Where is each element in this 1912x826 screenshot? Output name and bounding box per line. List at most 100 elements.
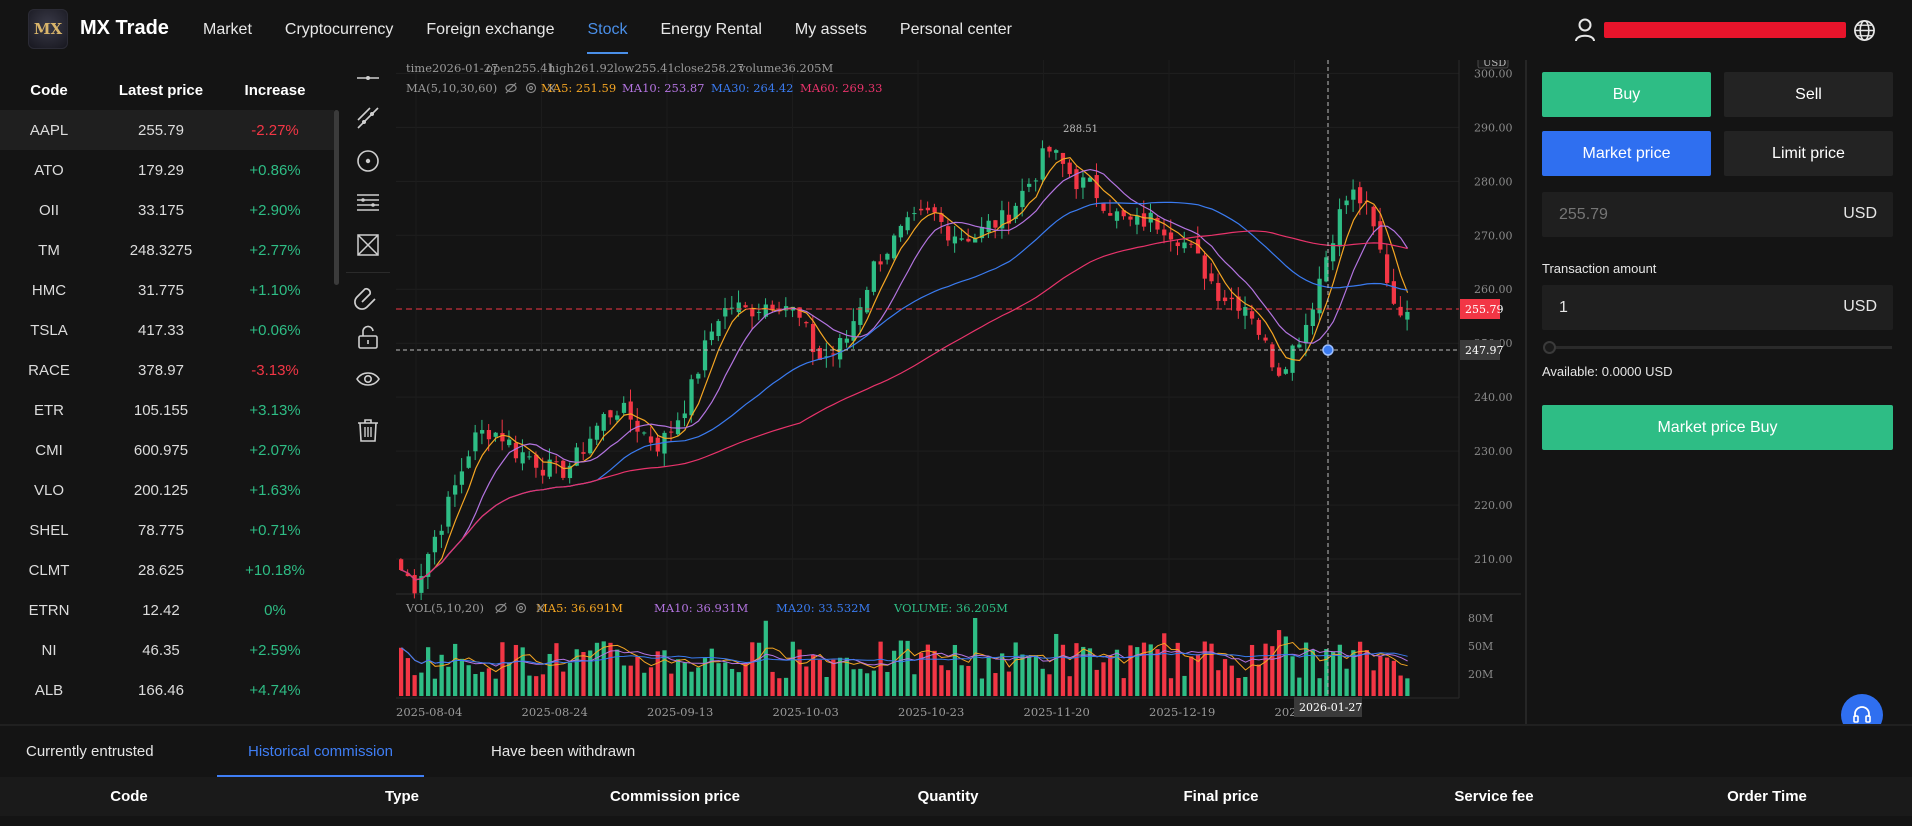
stock-row-alb[interactable]: ALB 166.46 +4.74% bbox=[0, 670, 338, 710]
stock-row-ni[interactable]: NI 46.35 +2.59% bbox=[0, 630, 338, 670]
stock-row-etrn[interactable]: ETRN 12.42 0% bbox=[0, 590, 338, 630]
rectangle-tool-icon[interactable] bbox=[354, 231, 382, 259]
candle-body bbox=[1276, 367, 1282, 376]
volume-bar bbox=[466, 665, 471, 696]
candle-body bbox=[419, 576, 424, 593]
ma5-value: MA5: 251.59 bbox=[541, 81, 616, 95]
y-tick-label: 240.00 bbox=[1474, 391, 1513, 404]
account-redacted[interactable] bbox=[1604, 22, 1846, 38]
ma-hide-icon[interactable] bbox=[505, 82, 517, 94]
stock-row-tm[interactable]: TM 248.3275 +2.77% bbox=[0, 230, 338, 270]
price-chart[interactable]: 210.00220.00230.00240.00250.00260.00270.… bbox=[396, 53, 1521, 724]
tab-have-been-withdrawn[interactable]: Have been withdrawn bbox=[491, 743, 636, 760]
tab-historical-commission[interactable]: Historical commission bbox=[217, 726, 424, 777]
ma-settings-icon[interactable] bbox=[525, 82, 537, 94]
amount-field: USD bbox=[1542, 285, 1893, 330]
nav-stock[interactable]: Stock bbox=[587, 0, 628, 60]
volume-bar bbox=[1108, 655, 1113, 696]
stock-row-vlo[interactable]: VLO 200.125 +1.63% bbox=[0, 470, 338, 510]
market-price-button[interactable]: Market price bbox=[1542, 131, 1711, 176]
candle-body bbox=[986, 220, 991, 232]
stock-list-scroll-thumb[interactable] bbox=[334, 110, 339, 285]
volume-bar bbox=[500, 642, 505, 696]
price-input[interactable] bbox=[1542, 192, 1822, 237]
user-icon[interactable] bbox=[1574, 18, 1596, 42]
candle-body bbox=[1189, 243, 1194, 245]
vol-close-icon[interactable] bbox=[536, 603, 545, 613]
stock-price: 105.155 bbox=[133, 401, 189, 419]
stock-row-clmt[interactable]: CLMT 28.625 +10.18% bbox=[0, 550, 338, 590]
nav-my-assets[interactable]: My assets bbox=[794, 21, 867, 38]
trend-line-tool-icon[interactable] bbox=[354, 104, 382, 132]
eye-icon[interactable] bbox=[354, 365, 382, 393]
magnet-icon[interactable] bbox=[354, 282, 382, 310]
vol-hide-icon[interactable] bbox=[495, 602, 507, 614]
nav-foreign-exchange[interactable]: Foreign exchange bbox=[426, 21, 555, 38]
volume-bar bbox=[1054, 633, 1059, 696]
candle-body bbox=[797, 307, 802, 318]
stock-code: TM bbox=[38, 241, 60, 259]
stock-increase: +0.86% bbox=[249, 161, 301, 179]
limit-price-button[interactable]: Limit price bbox=[1724, 131, 1893, 176]
stock-list-scrollbar[interactable] bbox=[334, 110, 339, 724]
ma-close-icon[interactable] bbox=[547, 83, 556, 93]
candle-body bbox=[642, 432, 647, 434]
amount-slider-track[interactable] bbox=[1549, 346, 1892, 349]
amount-slider-handle[interactable] bbox=[1543, 341, 1556, 354]
stock-price: 12.42 bbox=[142, 601, 180, 619]
candle-body bbox=[1006, 214, 1012, 224]
price-unit: USD bbox=[1843, 205, 1877, 222]
volume-bar bbox=[1087, 648, 1093, 696]
brand-name[interactable]: MX Trade bbox=[80, 17, 169, 39]
stock-row-enbn[interactable]: ENBN40.50-1.45% bbox=[0, 710, 338, 725]
volume-bar bbox=[1243, 676, 1248, 696]
volume-bar bbox=[1094, 669, 1099, 696]
stock-row-ato[interactable]: ATO 179.29 +0.86% bbox=[0, 150, 338, 190]
stock-row-tsla[interactable]: TSLA 417.33 +0.06% bbox=[0, 310, 338, 350]
candlestick-chart[interactable]: 210.00220.00230.00240.00250.00260.00270.… bbox=[396, 53, 1521, 724]
circle-tool-icon[interactable] bbox=[354, 147, 382, 175]
parallel-lines-tool-icon[interactable] bbox=[354, 189, 382, 217]
stock-row-hmc[interactable]: HMC 31.775 +1.10% bbox=[0, 270, 338, 310]
candle-body bbox=[736, 302, 741, 313]
ma30-value: MA30: 264.42 bbox=[711, 81, 793, 95]
volume-bar bbox=[1067, 676, 1072, 696]
globe-icon[interactable] bbox=[1853, 19, 1876, 42]
candle-body bbox=[1337, 209, 1342, 247]
stock-row-oii[interactable]: OII 33.175 +2.90% bbox=[0, 190, 338, 230]
candle-body bbox=[1033, 180, 1039, 182]
nav-cryptocurrency[interactable]: Cryptocurrency bbox=[284, 21, 394, 38]
candle-body bbox=[1094, 175, 1099, 199]
nav-energy-rental[interactable]: Energy Rental bbox=[660, 21, 762, 38]
volume-bar bbox=[554, 643, 559, 696]
candle-body bbox=[473, 432, 478, 452]
stock-price: 200.125 bbox=[133, 481, 189, 499]
market-price-buy-button[interactable]: Market price Buy bbox=[1542, 405, 1893, 450]
stock-row-aapl[interactable]: AAPL 255.79 -2.27% bbox=[0, 110, 338, 150]
trash-icon[interactable] bbox=[354, 416, 382, 444]
volume-bar bbox=[1351, 650, 1356, 696]
nav-market[interactable]: Market bbox=[203, 21, 252, 38]
volume-bar bbox=[453, 643, 458, 696]
sell-tab-button[interactable]: Sell bbox=[1724, 72, 1893, 117]
stock-row-race[interactable]: RACE 378.97 -3.13% bbox=[0, 350, 338, 390]
buy-tab-button[interactable]: Buy bbox=[1542, 72, 1711, 117]
horizontal-line-tool-icon[interactable] bbox=[354, 64, 382, 92]
stock-row-etr[interactable]: ETR 105.155 +3.13% bbox=[0, 390, 338, 430]
vol-ma10-value: MA10: 36.931M bbox=[654, 601, 748, 615]
brand-logo[interactable]: MX bbox=[28, 9, 68, 49]
stock-row-shel[interactable]: SHEL 78.775 +0.71% bbox=[0, 510, 338, 550]
vol-settings-icon[interactable] bbox=[515, 602, 527, 614]
stock-row-cmi[interactable]: CMI 600.975 +2.07% bbox=[0, 430, 338, 470]
candle-body bbox=[675, 420, 681, 435]
amount-input[interactable] bbox=[1542, 285, 1822, 330]
candle-body bbox=[1351, 189, 1356, 200]
nav-personal-center[interactable]: Personal center bbox=[899, 21, 1012, 38]
candle-body bbox=[1195, 239, 1201, 254]
tab-currently-entrusted[interactable]: Currently entrusted bbox=[26, 743, 154, 760]
volume-bar bbox=[979, 678, 985, 696]
lock-icon[interactable] bbox=[354, 324, 382, 352]
volume-bar bbox=[608, 642, 613, 696]
stock-list: Code Latest price Increase AAPL 255.79 -2.… bbox=[0, 70, 338, 724]
volume-bar bbox=[912, 674, 917, 696]
